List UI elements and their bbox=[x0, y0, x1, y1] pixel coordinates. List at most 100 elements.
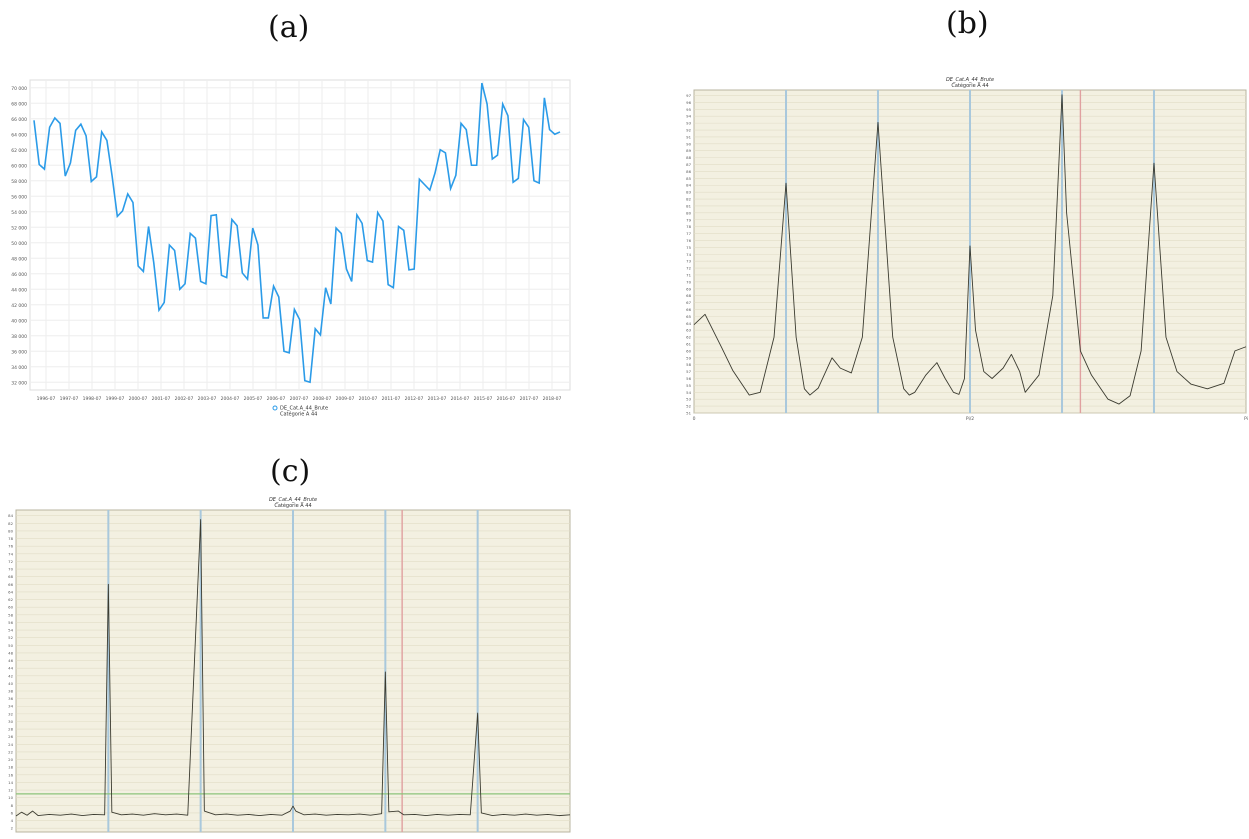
y-tick-label: 60 bbox=[8, 605, 13, 610]
y-tick-label: 32 bbox=[8, 711, 13, 716]
y-tick-label: 44 000 bbox=[11, 287, 27, 293]
y-tick-label: 53 bbox=[686, 397, 691, 402]
y-tick-label: 82 bbox=[8, 521, 13, 526]
panel-label-a: (a) bbox=[268, 10, 310, 45]
y-tick-label: 82 bbox=[686, 197, 691, 202]
y-tick-label: 94 bbox=[686, 114, 691, 119]
x-tick-label: 2001-07 bbox=[152, 396, 171, 402]
x-tick-label: 2008-07 bbox=[313, 396, 332, 402]
y-tick-label: 78 bbox=[8, 536, 13, 541]
y-tick-label: 50 000 bbox=[11, 241, 27, 247]
y-tick-label: 16 bbox=[8, 772, 13, 777]
y-tick-label: 64 000 bbox=[11, 132, 27, 138]
y-tick-label: 58 bbox=[8, 612, 13, 617]
y-tick-label: 66 bbox=[686, 307, 691, 312]
y-tick-label: 44 bbox=[8, 666, 13, 671]
y-tick-label: 60 000 bbox=[11, 163, 27, 169]
y-tick-label: 51 bbox=[686, 411, 691, 416]
y-tick-label: 68 bbox=[8, 574, 13, 579]
x-tick-label: Pi/2 bbox=[966, 416, 974, 422]
x-tick-label: 1997-07 bbox=[60, 396, 79, 402]
x-tick-label: 2004-07 bbox=[221, 396, 240, 402]
y-tick-label: 46 000 bbox=[11, 272, 27, 278]
y-tick-label: 52 bbox=[686, 404, 691, 409]
y-tick-label: 4 bbox=[11, 818, 14, 823]
y-tick-label: 62 bbox=[8, 597, 13, 602]
chart-subtitle: Catégorie A 44 bbox=[274, 502, 311, 509]
time-series-chart: 32 000 34 000 36 000 38 000 40 000 42 000 44 0… bbox=[11, 79, 571, 418]
panel-label-c: (c) bbox=[270, 454, 311, 489]
y-tick-label: 92 bbox=[686, 128, 691, 133]
y-tick-label: 46 bbox=[8, 658, 13, 663]
x-tick-label: 1998-07 bbox=[83, 396, 102, 402]
y-tick-label: 54 bbox=[686, 390, 691, 395]
y-tick-label: 77 bbox=[686, 231, 691, 236]
y-tick-label: 54 bbox=[8, 628, 13, 633]
y-tick-label: 10 bbox=[8, 795, 13, 800]
x-tick-label: 1999-07 bbox=[106, 396, 125, 402]
y-tick-label: 58 bbox=[686, 362, 691, 367]
y-tick-label: 64 bbox=[686, 321, 691, 326]
y-tick-label: 95 bbox=[686, 107, 691, 112]
x-tick-label: 2005-07 bbox=[244, 396, 263, 402]
y-tick-label: 40 000 bbox=[11, 318, 27, 324]
y-tick-label: 6 bbox=[11, 810, 14, 815]
series-line-de-cat-a-44-brute bbox=[33, 82, 561, 384]
y-tick-label: 63 bbox=[686, 328, 691, 333]
x-tick-label: 2012-07 bbox=[405, 396, 424, 402]
y-tick-label: 48 000 bbox=[11, 256, 27, 262]
y-tick-label: 36 bbox=[8, 696, 13, 701]
y-tick-label: 20 bbox=[8, 757, 13, 762]
y-tick-label: 59 bbox=[686, 355, 691, 360]
x-tick-label: 2018-07 bbox=[543, 396, 562, 402]
y-tick-label: 70 000 bbox=[11, 86, 27, 92]
y-tick-label: 36 000 bbox=[11, 349, 27, 355]
y-tick-label: 65 bbox=[686, 314, 691, 319]
y-tick-label: 8 bbox=[11, 803, 14, 808]
spectrum-line bbox=[693, 94, 1247, 405]
x-tick-label: 2009-07 bbox=[336, 396, 355, 402]
y-tick-label: 75 bbox=[686, 245, 691, 250]
y-tick-label: 73 bbox=[686, 259, 691, 264]
y-tick-label: 56 bbox=[686, 376, 691, 381]
y-tick-label: 62 000 bbox=[11, 148, 27, 154]
y-tick-label: 93 bbox=[686, 121, 691, 126]
y-tick-label: 56 bbox=[8, 620, 13, 625]
x-tick-label: 0 bbox=[693, 416, 696, 422]
x-tick-label: 2002-07 bbox=[175, 396, 194, 402]
y-tick-label: 66 bbox=[8, 582, 13, 587]
y-tick-label: 83 bbox=[686, 190, 691, 195]
panel-label-b: (b) bbox=[946, 6, 989, 41]
y-tick-label: 79 bbox=[686, 217, 691, 222]
y-tick-label: 38 bbox=[8, 689, 13, 694]
y-tick-label: 70 bbox=[8, 567, 13, 572]
x-tick-label: 2000-07 bbox=[129, 396, 148, 402]
y-tick-label: 28 bbox=[8, 727, 13, 732]
y-tick-label: 74 bbox=[686, 252, 691, 257]
y-tick-label: 85 bbox=[686, 176, 691, 181]
x-tick-label: 2017-07 bbox=[520, 396, 539, 402]
x-tick-label: 2007-07 bbox=[290, 396, 309, 402]
y-tick-label: 72 bbox=[8, 559, 13, 564]
y-tick-label: 64 bbox=[8, 589, 13, 594]
y-tick-label: 71 bbox=[686, 272, 691, 277]
x-tick-label: Pi bbox=[1244, 416, 1248, 422]
y-tick-label: 52 000 bbox=[11, 225, 27, 231]
x-tick-label: 2010-07 bbox=[359, 396, 378, 402]
y-tick-label: 2 bbox=[11, 826, 14, 831]
x-tick-label: 2006-07 bbox=[267, 396, 286, 402]
y-tick-label: 60 bbox=[686, 348, 691, 353]
y-tick-label: 68 000 bbox=[11, 101, 27, 107]
y-tick-label: 96 bbox=[686, 100, 691, 105]
x-tick-label: 2013-07 bbox=[428, 396, 447, 402]
y-tick-label: 34 bbox=[8, 704, 13, 709]
y-tick-label: 84 bbox=[8, 513, 13, 518]
y-tick-label: 76 bbox=[8, 544, 13, 549]
y-tick-label: 62 bbox=[686, 335, 691, 340]
y-tick-label: 57 bbox=[686, 369, 691, 374]
y-tick-label: 26 bbox=[8, 734, 13, 739]
y-tick-label: 80 bbox=[686, 210, 691, 215]
x-tick-label: 2011-07 bbox=[382, 396, 401, 402]
y-tick-label: 86 bbox=[686, 169, 691, 174]
chart-title: DE_Cat.A_44_Brute bbox=[269, 497, 317, 503]
